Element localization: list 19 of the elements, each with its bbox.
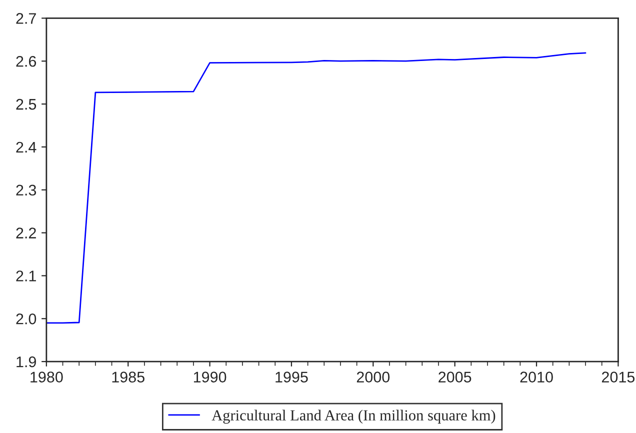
x-tick-label: 1995 — [276, 372, 308, 382]
y-tick-label: 2.0 — [16, 314, 36, 324]
y-tick-label: 2.4 — [16, 142, 36, 152]
y-tick-label: 2.1 — [16, 270, 36, 282]
x-tick-label: 2010 — [520, 372, 553, 382]
y-tick-label: 2.2 — [16, 228, 36, 238]
x-tick-label: 1990 — [194, 372, 226, 382]
line-series — [46, 52, 586, 324]
x-tick-label: 1985 — [112, 372, 144, 382]
y-tick-label: 2.3 — [16, 184, 36, 196]
y-tick-label: 2.7 — [16, 13, 36, 24]
legend-label: Agricultural Land Area (In million square km) — [212, 410, 496, 424]
y-tick-label: 2.6 — [16, 56, 36, 67]
x-tick-label: 1980 — [30, 372, 63, 382]
x-tick-label: 2000 — [356, 372, 390, 382]
x-tick-label: 2015 — [602, 372, 635, 382]
x-tick-label: 2005 — [438, 372, 472, 382]
y-tick-label: 1.9 — [16, 356, 36, 368]
y-tick-label: 2.5 — [16, 98, 36, 110]
